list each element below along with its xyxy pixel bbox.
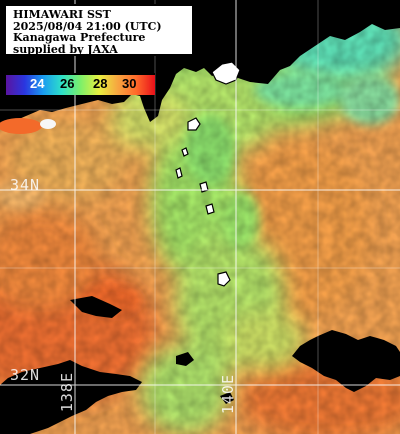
lon-label-138e: 138E <box>58 372 76 413</box>
timestamp: 2025/08/04 21:00 (UTC) <box>13 19 162 33</box>
scale-tick-28: 28 <box>93 76 108 91</box>
island-niijima <box>175 167 183 179</box>
island-mikurajima <box>217 271 231 287</box>
coastal-warm-patch <box>0 118 56 134</box>
lon-label-140e: 140E <box>219 374 237 415</box>
info-box: HIMAWARI SST 2025/08/04 21:00 (UTC) Kana… <box>4 4 194 56</box>
scale-tick-26: 26 <box>60 76 75 91</box>
lat-label-32n: 32N <box>10 366 41 384</box>
color-scale-gradient <box>6 75 155 95</box>
island-oshima <box>187 117 201 131</box>
land-southwest <box>0 360 142 434</box>
scale-tick-30: 30 <box>122 76 137 91</box>
color-scale: 24 26 28 30 <box>4 73 155 95</box>
land-southeast <box>292 330 400 392</box>
island-miyakejima <box>205 203 215 215</box>
land-streak <box>70 296 122 318</box>
product-title: HIMAWARI SST <box>13 8 111 21</box>
lat-label-34n: 34N <box>10 176 41 194</box>
island-toshima <box>181 147 189 157</box>
scale-tick-24: 24 <box>30 76 45 91</box>
region-name: Kanagawa Prefecture <box>13 31 146 44</box>
credit: supplied by JAXA <box>13 42 118 56</box>
